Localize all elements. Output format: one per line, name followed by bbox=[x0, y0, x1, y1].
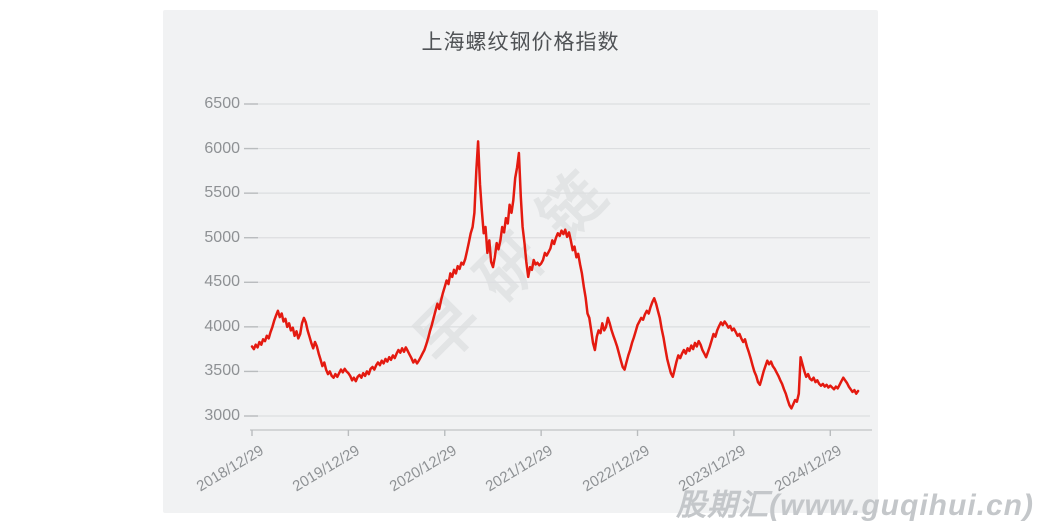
price-line-series bbox=[250, 140, 860, 410]
chart-title: 上海螺纹钢价格指数 bbox=[421, 31, 620, 54]
site-watermark: 股期汇(www.guqihui.cn) bbox=[676, 489, 1034, 522]
chart-card bbox=[163, 10, 878, 513]
